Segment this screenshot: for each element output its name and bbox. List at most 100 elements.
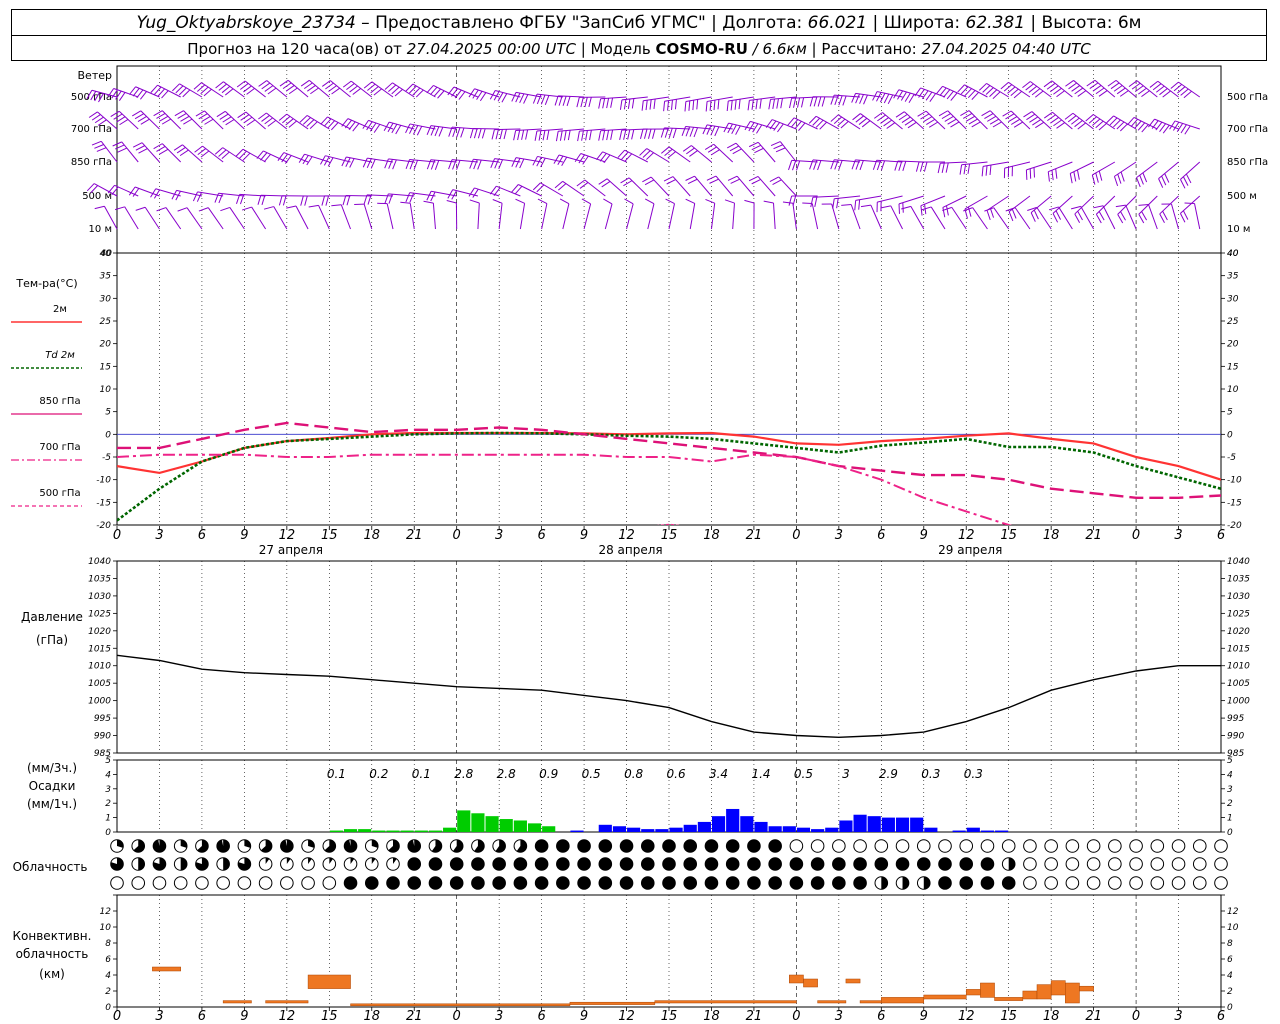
- cloud-cover-fill: [280, 839, 293, 853]
- wind-barb: [770, 96, 797, 100]
- wind-barb-flag: [330, 122, 339, 131]
- wind-barb-flag: [644, 198, 655, 205]
- convective-bar: [923, 994, 967, 1000]
- precip-tick-label: 1: [105, 814, 111, 824]
- wind-barb-flag: [754, 147, 764, 154]
- wind-barb-flag: [859, 94, 864, 104]
- cloud-cover-icon: [1214, 857, 1228, 871]
- wind-barb-flag: [588, 97, 592, 108]
- cloud-cover-icon: [853, 857, 867, 871]
- wind-barb-flag: [300, 195, 304, 206]
- convective-bar: [654, 1000, 797, 1004]
- wind-barb-flag: [1095, 87, 1105, 95]
- wind-barb-flag: [235, 194, 241, 204]
- wind-barb-flag: [239, 194, 245, 205]
- cloud-cover-fill: [153, 857, 166, 871]
- wind-barb-flag: [369, 122, 377, 132]
- wind-barb-flag: [714, 126, 720, 137]
- wind-barb: [643, 96, 670, 102]
- wind-level-label: 500 м: [82, 191, 112, 202]
- precip-3h-sum: 0.3: [921, 767, 940, 781]
- wind-barb-flag: [838, 95, 843, 106]
- wind-barb-flag: [1056, 122, 1066, 129]
- hour-tick-label: 12: [279, 528, 296, 543]
- wind-barb-flag: [769, 120, 777, 130]
- wind-barb: [626, 203, 634, 230]
- wind-barb-flag: [1053, 119, 1062, 127]
- wind-barb-flag: [346, 83, 355, 90]
- pressure-tick-label: 990: [1227, 732, 1244, 742]
- hour-tick-label: 6: [537, 528, 545, 543]
- hour-tick-label: 12: [279, 1009, 296, 1024]
- wind-barb-flag: [1055, 210, 1062, 220]
- wind-barb: [964, 195, 988, 210]
- wind-barb: [1036, 207, 1052, 230]
- wind-barb-flag: [308, 204, 319, 208]
- precip-bar: [655, 829, 669, 832]
- wind-barb-flag: [706, 125, 712, 135]
- wind-barb: [773, 203, 776, 230]
- hour-tick-label: 3: [835, 1009, 843, 1024]
- wind-barb-flag: [1074, 120, 1083, 128]
- wind-barb-flag: [724, 199, 735, 204]
- pressure-tick-label: 1005: [88, 679, 111, 689]
- cloud-cover-icon: [1044, 839, 1058, 853]
- cloud-cover-icon: [662, 839, 676, 853]
- wind-barb-flag: [584, 97, 588, 108]
- wind-barb-flag: [257, 195, 262, 205]
- wind-barb: [624, 149, 648, 163]
- wind-barb: [558, 128, 585, 132]
- cloud-cover-icon: [1065, 839, 1080, 853]
- wind-barb: [602, 151, 627, 163]
- wind-barb-flag: [489, 185, 497, 195]
- wind-barb-flag: [989, 89, 998, 97]
- wind-barb-flag: [366, 158, 372, 169]
- wind-barb: [541, 203, 548, 230]
- wind-barb-flag: [773, 122, 781, 131]
- wind-barb-flag: [780, 98, 783, 109]
- temperature-tick-label: -5: [1227, 453, 1236, 463]
- wind-barb-flag: [345, 157, 351, 167]
- hour-tick-label: 3: [495, 528, 503, 543]
- wind-barb-flag: [674, 99, 677, 110]
- cloud-cover-icon: [853, 839, 867, 853]
- wind-barb-flag: [1162, 124, 1170, 134]
- wind-barb: [664, 96, 691, 102]
- wind-barb-flag: [175, 85, 184, 94]
- wind-barb-flag: [589, 130, 592, 141]
- cloud-cover-icon: [534, 857, 549, 871]
- wind-barb-flag: [1182, 210, 1189, 220]
- wind-barb-flag: [681, 126, 687, 137]
- cloud-cover-icon: [513, 876, 528, 890]
- wind-barb-flag: [877, 114, 886, 122]
- cloud-cover-fill: [407, 839, 421, 853]
- temperature-tick-label: 10: [1227, 385, 1239, 395]
- wind-barb-flag: [1115, 204, 1126, 208]
- wind-barb-flag: [1169, 120, 1176, 130]
- wind-barb-flag: [472, 89, 479, 99]
- header-altitude: | Высота: 6м: [1025, 13, 1142, 33]
- pressure-tick-label: 1025: [1227, 609, 1250, 619]
- cloud-cover-icon: [980, 876, 995, 890]
- wind-barb-flag: [558, 183, 567, 191]
- precip-bar: [669, 827, 683, 832]
- wind-barb-flag: [534, 130, 538, 141]
- cloud-cover-icon: [895, 857, 910, 871]
- wind-barb-flag: [939, 87, 947, 96]
- wind-barb-flag: [1130, 118, 1138, 128]
- wind-barb-flag: [985, 165, 988, 176]
- wind-barb-flag: [1170, 81, 1179, 89]
- cloud-cover-icon: [1023, 876, 1037, 890]
- wind-barb-flag: [752, 123, 759, 133]
- wind-barb-flag: [923, 161, 928, 172]
- wind-barb-flag: [1185, 173, 1192, 184]
- wind-barb-flag: [388, 194, 393, 204]
- wind-barb-flag: [1155, 121, 1163, 131]
- hour-tick-label: 15: [321, 528, 338, 543]
- wind-barb-flag: [196, 192, 202, 202]
- wind-barb-flag: [981, 110, 991, 117]
- wind-barb-flag: [412, 87, 421, 96]
- precip-tick-label: 0: [105, 828, 111, 838]
- convective-tick-label: 12: [1227, 907, 1239, 917]
- hour-tick-label: 12: [958, 528, 975, 543]
